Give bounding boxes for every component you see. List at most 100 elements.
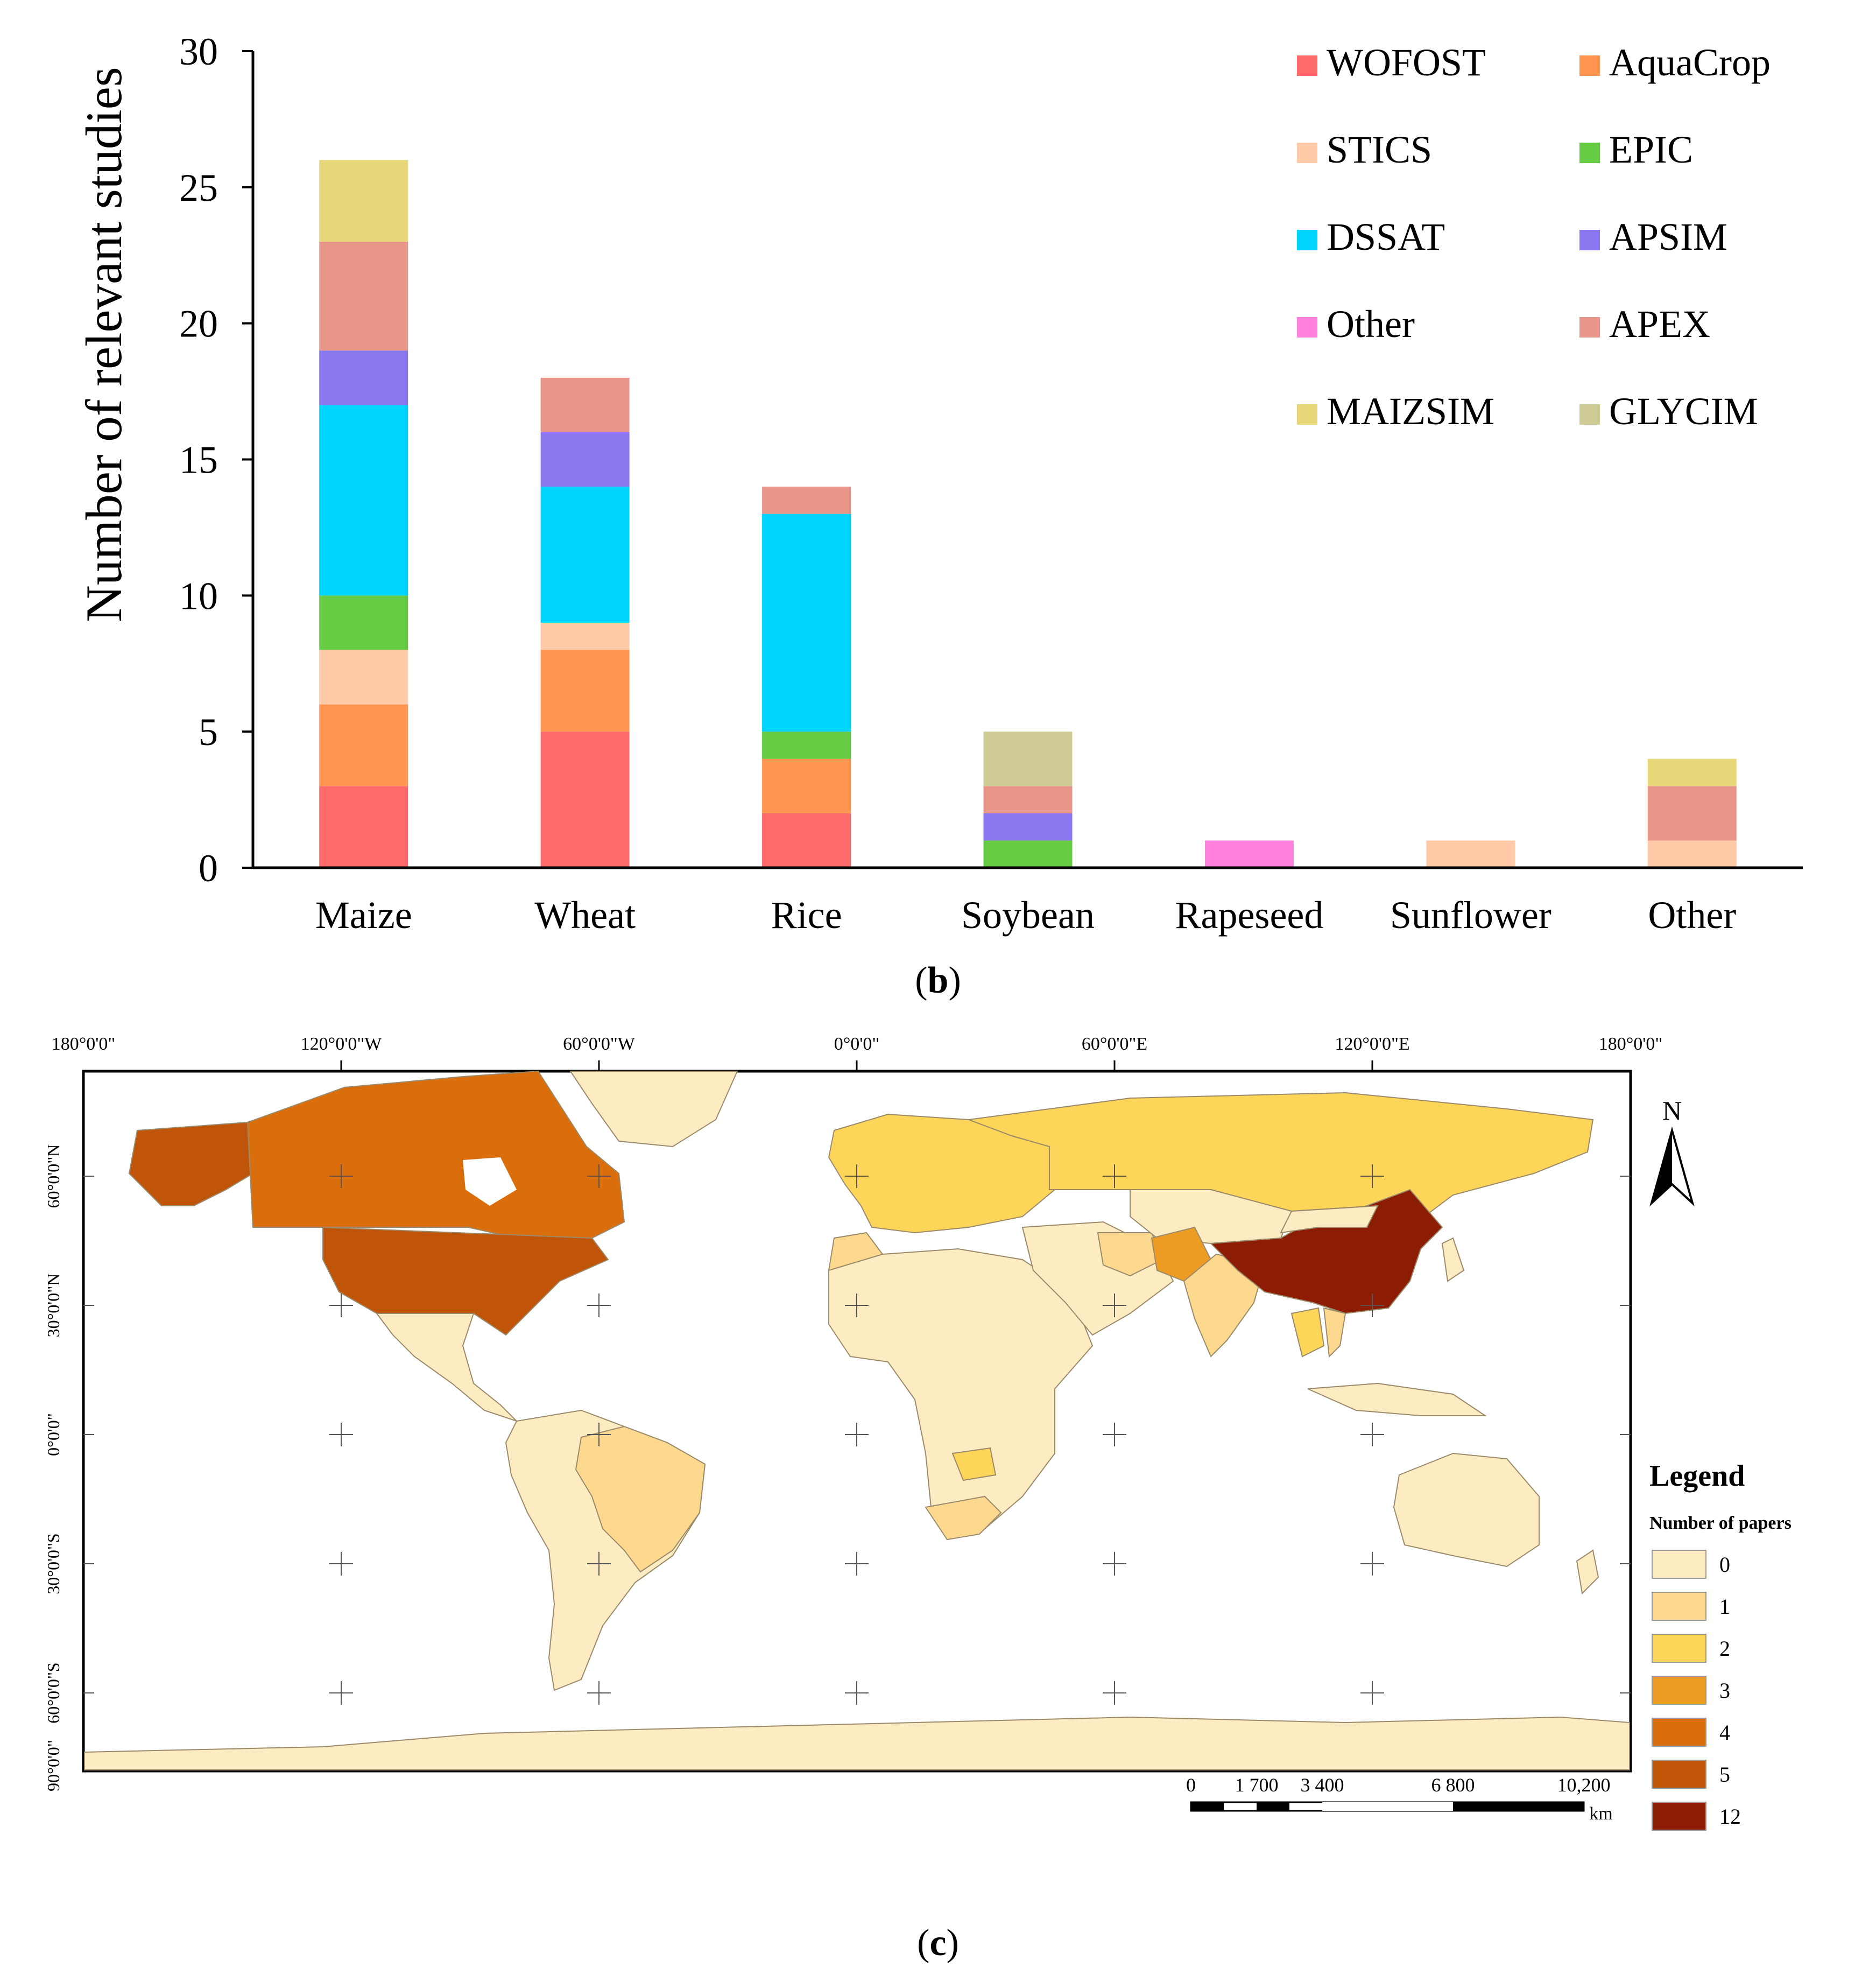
map-legend-title: Legend xyxy=(1649,1459,1745,1493)
north-arrow-label: N xyxy=(1662,1095,1682,1126)
map-legend-label-12: 12 xyxy=(1719,1804,1741,1829)
country-thailand xyxy=(1290,1307,1325,1358)
legend-swatch-apsim xyxy=(1579,230,1600,250)
bar-segment-other-maizsim xyxy=(1647,758,1737,786)
bar-segment-wheat-dssat xyxy=(540,487,630,623)
y-tick-label: 15 xyxy=(179,439,218,482)
country-canada xyxy=(246,1070,625,1245)
legend-swatch-stics xyxy=(1297,143,1317,163)
axis-layer: 0 5 10 15 20 25 30 Maize Wheat Rice Soybean Rapesee… xyxy=(179,30,1803,937)
legend-label-other: Other xyxy=(1327,303,1415,346)
legend-swatch-wofost xyxy=(1297,55,1317,76)
bar-segment-soybean-epic xyxy=(983,840,1073,868)
x-tick-label-other: Other xyxy=(1648,894,1736,937)
legend-swatch-epic xyxy=(1579,143,1600,163)
bar-segment-maize-epic xyxy=(319,595,408,650)
map-legend-subtitle: Number of papers xyxy=(1649,1513,1792,1533)
y-tick-label: 0 xyxy=(199,847,218,890)
map-legend-label-5: 5 xyxy=(1719,1762,1730,1787)
bar-segment-wheat-apex xyxy=(540,377,630,432)
x-tick-label-rapeseed: Rapeseed xyxy=(1175,894,1323,937)
scale-label-10200: 10,200 xyxy=(1557,1774,1611,1796)
y-tick-label: 30 xyxy=(179,30,218,73)
bar-segment-rice-wofost xyxy=(762,813,851,868)
bar-segment-sunflower-stics xyxy=(1426,840,1515,868)
map-legend-swatch-3 xyxy=(1652,1676,1706,1705)
map-legend-swatch-0 xyxy=(1652,1550,1706,1579)
legend-swatch-dssat xyxy=(1297,230,1317,250)
graticule-crosses xyxy=(83,1164,1631,1705)
y-tick-label: 5 xyxy=(199,711,218,754)
legend-label-aquacrop: AquaCrop xyxy=(1609,41,1771,84)
legend-label-apsim: APSIM xyxy=(1609,215,1727,258)
map-legend-swatch-1 xyxy=(1652,1592,1706,1621)
bar-segment-maize-stics xyxy=(319,650,408,705)
country-south-africa xyxy=(925,1495,1002,1541)
country-se-asia-islands xyxy=(1307,1382,1487,1416)
hudson-bay xyxy=(463,1157,517,1206)
lon-label-180w: 180°0'0" xyxy=(52,1034,116,1054)
lat-label-30s: 30°0'0"S xyxy=(44,1533,63,1594)
country-antarctica xyxy=(84,1716,1630,1770)
bar-segment-soybean-apsim xyxy=(983,813,1073,841)
top-axis-labels: 180°0'0" 120°0'0"W 60°0'0"W 0°0'0" 60°0'… xyxy=(52,1034,1663,1054)
x-tick-label-rice: Rice xyxy=(771,894,842,937)
legend-label-epic: EPIC xyxy=(1609,128,1693,171)
bar-segment-wheat-wofost xyxy=(540,732,630,868)
legend-label-wofost: WOFOST xyxy=(1327,41,1486,84)
map-legend-swatch-5 xyxy=(1652,1760,1706,1789)
country-australia xyxy=(1393,1452,1540,1568)
north-arrow: N xyxy=(1649,1095,1695,1207)
lat-label-60n: 60°0'0"N xyxy=(44,1144,63,1208)
lon-label-60e: 60°0'0"E xyxy=(1082,1034,1147,1054)
scale-label-6800: 6 800 xyxy=(1431,1774,1475,1796)
map-legend-label-0: 0 xyxy=(1719,1552,1730,1577)
map-legend-label-4: 4 xyxy=(1719,1720,1730,1745)
bar-segment-soybean-apex xyxy=(983,786,1073,813)
country-usa xyxy=(322,1226,609,1336)
panel-c-caption: (c) xyxy=(917,1922,959,1964)
stacked-bar-chart: Number of relevant studies 0 5 10 15 20 25 30 M… xyxy=(75,30,1803,937)
legend-label-glycim: GLYCIM xyxy=(1609,390,1758,433)
bar-segment-rice-dssat xyxy=(762,514,851,732)
x-tick-label-sunflower: Sunflower xyxy=(1390,894,1551,937)
x-tick-label-soybean: Soybean xyxy=(961,894,1095,937)
bars-layer xyxy=(319,160,1737,868)
bar-segment-maize-apex xyxy=(319,241,408,351)
scale-bar: 0 1 700 3 400 6 800 10,200 km xyxy=(1186,1774,1613,1824)
legend-swatch-aquacrop xyxy=(1579,55,1600,76)
lat-label-60s: 60°0'0"S xyxy=(44,1662,63,1723)
lat-label-30n: 30°0'0"N xyxy=(44,1274,63,1338)
country-brazil xyxy=(575,1425,706,1573)
scale-label-1700: 1 700 xyxy=(1235,1774,1279,1796)
bar-segment-rapeseed-other xyxy=(1204,840,1294,868)
y-tick-label: 10 xyxy=(179,574,218,617)
country-greenland xyxy=(569,1071,738,1148)
chart-legend: WOFOST AquaCrop STICS EPIC DSSAT APSIM Other AP… xyxy=(1297,41,1771,433)
lat-label-0: 0°0'0" xyxy=(44,1413,63,1456)
legend-label-maizsim: MAIZSIM xyxy=(1327,390,1494,433)
legend-swatch-other xyxy=(1297,317,1317,338)
bar-segment-other-apex xyxy=(1647,786,1737,841)
country-vietnam xyxy=(1323,1307,1346,1358)
bar-segment-maize-wofost xyxy=(319,786,408,868)
legend-label-dssat: DSSAT xyxy=(1327,215,1445,258)
map-legend-swatch-12 xyxy=(1652,1802,1706,1831)
top-axis-ticks xyxy=(340,1060,1373,1071)
scale-unit: km xyxy=(1589,1804,1612,1824)
x-tick-label-maize: Maize xyxy=(315,894,412,937)
y-tick-label: 20 xyxy=(179,303,218,346)
world-choropleth-map: 180°0'0" 120°0'0"W 60°0'0"W 0°0'0" 60°0'… xyxy=(44,1034,1792,1831)
bar-segment-wheat-apsim xyxy=(540,432,630,487)
left-axis-labels: 60°0'0"N 30°0'0"N 0°0'0" 30°0'0"S 60°0'0… xyxy=(44,1144,63,1791)
lon-label-120w: 120°0'0"W xyxy=(301,1034,383,1054)
bar-segment-soybean-glycim xyxy=(983,732,1073,786)
country-iran xyxy=(1097,1232,1163,1277)
bar-segment-wheat-aquacrop xyxy=(540,650,630,732)
bar-segment-maize-dssat xyxy=(319,405,408,596)
lon-label-0: 0°0'0" xyxy=(834,1034,880,1054)
bar-segment-rice-apex xyxy=(762,487,851,514)
scale-label-3400: 3 400 xyxy=(1301,1774,1344,1796)
